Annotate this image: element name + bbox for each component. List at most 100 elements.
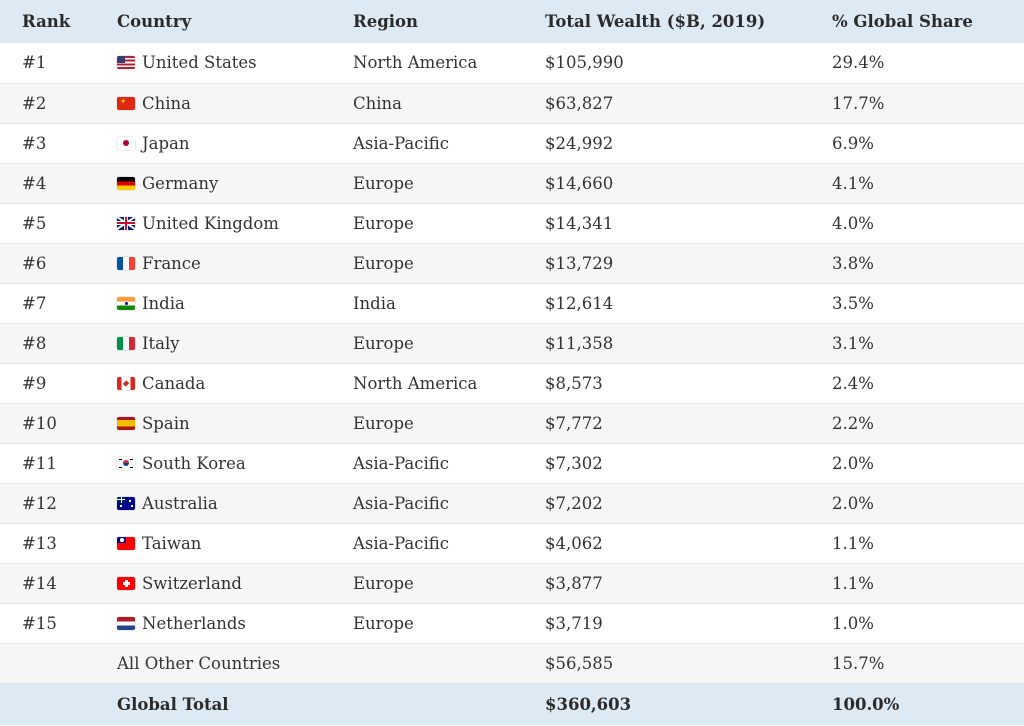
south-korea-flag-icon: [117, 456, 135, 470]
region-cell: Asia-Pacific: [353, 533, 450, 553]
country-cell: South Korea: [117, 443, 353, 483]
table-row: #1 United States North America $105,990 29.4…: [0, 43, 1024, 83]
canada-flag-icon: [117, 376, 135, 390]
table-row: #12 Australia Asia-Pacific $7,202 2.0%: [0, 483, 1024, 523]
rank-cell: #5: [22, 213, 47, 233]
country-cell: Japan: [117, 123, 353, 163]
country-name: Spain: [142, 413, 190, 433]
rank-cell: #9: [22, 373, 47, 393]
column-header-global-share: % Global Share: [832, 12, 973, 31]
wealth-cell: $24,992: [545, 133, 614, 153]
wealth-cell: $7,302: [545, 453, 603, 473]
region-cell: Europe: [353, 173, 414, 193]
australia-flag-icon: [117, 496, 135, 510]
switzerland-flag-icon: [117, 576, 135, 590]
country-name: Australia: [142, 493, 218, 513]
share-cell: 2.0%: [832, 493, 874, 513]
wealth-cell: $63,827: [545, 93, 614, 113]
table-row: #14 Switzerland Europe $3,877 1.1%: [0, 563, 1024, 603]
share-cell: 29.4%: [832, 53, 885, 73]
country-cell: France: [117, 243, 353, 283]
country-name: India: [142, 293, 185, 313]
rank-cell: #14: [22, 573, 57, 593]
india-flag-icon: [117, 296, 135, 310]
table-row: #9 Canada North America $8,573 2.4%: [0, 363, 1024, 403]
wealth-cell: $12,614: [545, 293, 614, 313]
us-flag-icon: [117, 56, 135, 70]
wealth-cell: $7,772: [545, 413, 603, 433]
country-cell: Taiwan: [117, 523, 353, 563]
country-cell: Spain: [117, 403, 353, 443]
share-cell: 1.1%: [832, 533, 874, 553]
country-cell: United States: [117, 43, 353, 83]
region-cell: Europe: [353, 253, 414, 273]
country-name: Germany: [142, 173, 219, 193]
country-cell: Canada: [117, 363, 353, 403]
country-name: United States: [142, 53, 257, 73]
region-cell: Asia-Pacific: [353, 133, 450, 153]
wealth-cell: $3,877: [545, 573, 603, 593]
table-row: #3 Japan Asia-Pacific $24,992 6.9%: [0, 123, 1024, 163]
country-name: South Korea: [142, 453, 246, 473]
region-cell: [353, 643, 545, 683]
total-region-cell: [353, 683, 545, 725]
total-row: Global Total $360,603 100.0%: [0, 683, 1024, 725]
total-label: Global Total: [117, 694, 229, 714]
uk-flag-icon: [117, 216, 135, 230]
netherlands-flag-icon: [117, 616, 135, 630]
share-cell: 6.9%: [832, 133, 874, 153]
table-body: #1 United States North America $105,990 29.4…: [0, 43, 1024, 683]
region-cell: Europe: [353, 413, 414, 433]
table-header-row: Rank Country Region Total Wealth ($B, 20…: [0, 0, 1024, 43]
wealth-cell: $14,341: [545, 213, 614, 233]
italy-flag-icon: [117, 336, 135, 350]
country-cell: Germany: [117, 163, 353, 203]
country-cell: ★ China: [117, 83, 353, 123]
region-cell: Europe: [353, 573, 414, 593]
country-cell: United Kingdom: [117, 203, 353, 243]
table-row: #5 United Kingdom Europe $14,341 4.0%: [0, 203, 1024, 243]
country-name: Italy: [142, 333, 180, 353]
rank-cell: #8: [22, 333, 47, 353]
country-cell: Switzerland: [117, 563, 353, 603]
share-cell: 3.5%: [832, 293, 874, 313]
rank-cell: [0, 643, 117, 683]
region-cell: India: [353, 293, 396, 313]
wealth-cell: $56,585: [545, 653, 614, 673]
rank-cell: #1: [22, 53, 47, 73]
total-wealth: $360,603: [545, 694, 632, 714]
wealth-cell: $13,729: [545, 253, 614, 273]
country-name: Netherlands: [142, 613, 246, 633]
rank-cell: #6: [22, 253, 47, 273]
country-name: All Other Countries: [117, 653, 281, 673]
table-row: #2 ★ China China $63,827 17.7%: [0, 83, 1024, 123]
table-row: #7 India India $12,614 3.5%: [0, 283, 1024, 323]
table-row: All Other Countries $56,585 15.7%: [0, 643, 1024, 683]
column-header-country: Country: [117, 12, 192, 31]
share-cell: 17.7%: [832, 93, 885, 113]
wealth-cell: $105,990: [545, 53, 624, 73]
wealth-cell: $8,573: [545, 373, 603, 393]
share-cell: 2.0%: [832, 453, 874, 473]
table-row: #15 Netherlands Europe $3,719 1.0%: [0, 603, 1024, 643]
wealth-cell: $7,202: [545, 493, 603, 513]
share-cell: 3.8%: [832, 253, 874, 273]
table-row: #8 Italy Europe $11,358 3.1%: [0, 323, 1024, 363]
region-cell: Asia-Pacific: [353, 493, 450, 513]
share-cell: 2.2%: [832, 413, 874, 433]
taiwan-flag-icon: [117, 536, 135, 550]
country-name: France: [142, 253, 201, 273]
wealth-cell: $3,719: [545, 613, 603, 633]
wealth-cell: $11,358: [545, 333, 614, 353]
country-cell: Australia: [117, 483, 353, 523]
rank-cell: #10: [22, 413, 57, 433]
country-name: Canada: [142, 373, 206, 393]
share-cell: 4.0%: [832, 213, 874, 233]
france-flag-icon: [117, 256, 135, 270]
table-row: #6 France Europe $13,729 3.8%: [0, 243, 1024, 283]
column-header-region: Region: [353, 12, 419, 31]
total-rank-cell: [0, 683, 117, 725]
rank-cell: #4: [22, 173, 47, 193]
share-cell: 1.0%: [832, 613, 874, 633]
